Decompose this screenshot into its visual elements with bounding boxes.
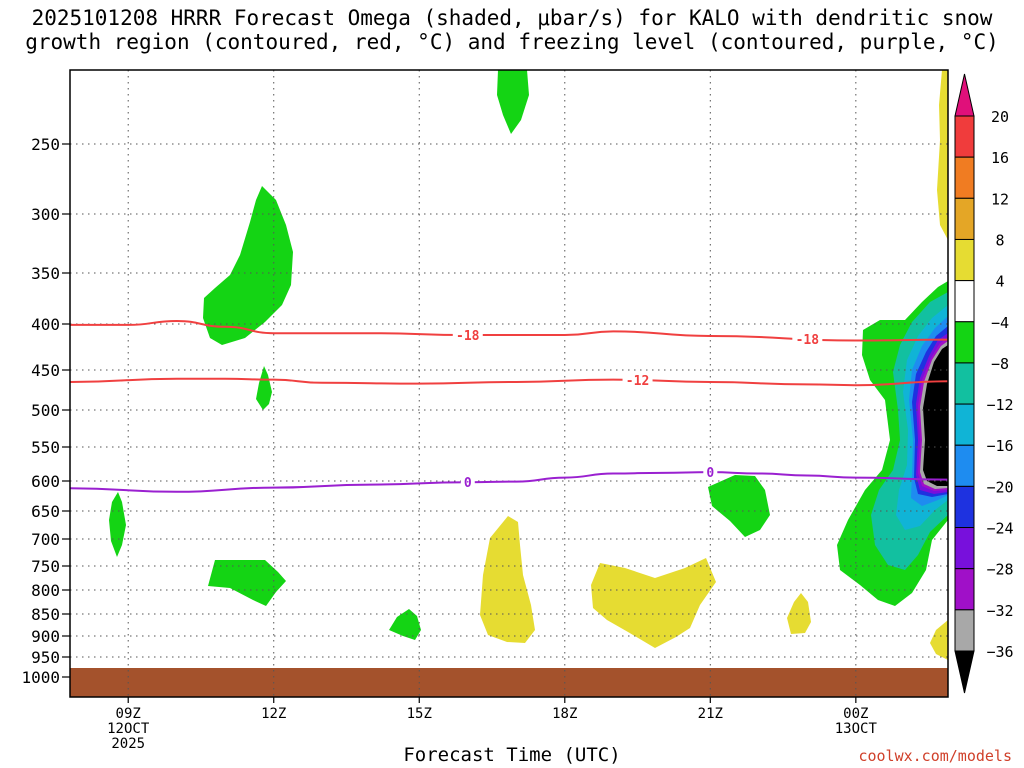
colorbar-bin <box>954 197 975 240</box>
contour-label-bg <box>460 474 475 491</box>
colorbar-bin <box>954 238 975 282</box>
sinking-motion-region <box>930 620 948 660</box>
colorbar-tick-label: −32 <box>986 602 1013 620</box>
y-tick-label: 600 <box>31 472 60 491</box>
x-tick-label: 00Z <box>843 706 868 722</box>
colorbar-tick-label: 8 <box>995 231 1004 249</box>
y-tick-label: 300 <box>31 205 60 224</box>
plot-frame <box>69 69 949 698</box>
y-tick-label: 700 <box>31 530 60 549</box>
contour-line <box>69 471 949 493</box>
colorbar-tick-label: 12 <box>991 190 1009 208</box>
y-tick-label: 500 <box>31 401 60 420</box>
sinking-motion-region <box>591 558 716 648</box>
contour-line <box>69 377 949 387</box>
upward-motion-region <box>109 492 126 557</box>
colorbar: 20 16 12 8 4 −4 −8 −12 −16 −20 −24 −28 −32 −36 <box>954 73 1014 694</box>
y-tick-label: 750 <box>31 557 60 576</box>
colorbar-tick-label: −16 <box>986 437 1013 455</box>
contour-label-bg <box>622 372 653 389</box>
contour-label: -12 <box>626 374 649 389</box>
contour-label-bg <box>703 464 718 481</box>
colorbar-bin <box>954 568 975 611</box>
colorbar-bin <box>954 115 975 158</box>
colorbar-bin <box>954 485 975 529</box>
upward-motion-region <box>203 186 293 345</box>
colorbar-tick-label: −20 <box>986 478 1013 496</box>
y-tick-label: 350 <box>31 264 60 283</box>
colorbar-bin <box>954 403 975 446</box>
x-tick-label: 2025 <box>111 736 145 752</box>
sinking-motion-region <box>787 593 811 634</box>
y-tick-label: 850 <box>31 605 60 624</box>
colorbar-tick-label: 4 <box>995 273 1004 291</box>
colorbar-tick-label: 16 <box>991 149 1009 167</box>
colorbar-top-arrow <box>954 73 975 117</box>
upward-motion-region <box>208 560 286 606</box>
colorbar-bin <box>954 609 975 652</box>
y-tick-label: 400 <box>31 315 60 334</box>
colorbar-bin <box>954 527 975 570</box>
sinking-motion-region <box>480 516 535 643</box>
contour-label: 0 <box>706 466 714 481</box>
surface-ground <box>70 668 948 697</box>
colorbar-bin <box>954 362 975 405</box>
grid <box>70 70 948 697</box>
x-tick-label: 18Z <box>552 706 577 722</box>
contour-label: -18 <box>796 333 820 348</box>
x-axis-title: Forecast Time (UTC) <box>403 744 621 766</box>
title-line-2: growth region (contoured, red, °C) and f… <box>25 30 999 54</box>
contour-label: 0 <box>464 476 472 491</box>
x-tick-label: 09Z <box>116 706 141 722</box>
colorbar-bin <box>954 321 975 364</box>
y-tick-label: 950 <box>31 648 60 667</box>
colorbar-tick-label: −28 <box>986 561 1013 579</box>
colorbar-bin <box>954 156 975 199</box>
colorbar-tick-label: −36 <box>986 643 1013 661</box>
omega-shaded-field <box>70 70 948 697</box>
upward-motion-region <box>256 366 272 410</box>
credit-text: coolwx.com/models <box>858 747 1012 765</box>
contour-label-bg <box>452 327 483 344</box>
colorbar-bin <box>954 444 975 487</box>
upward-motion-region <box>389 609 421 640</box>
colorbar-tick-label: −4 <box>991 314 1009 332</box>
y-tick-label: 550 <box>31 438 60 457</box>
x-tick-label: 21Z <box>698 706 723 722</box>
colorbar-bottom-arrow <box>954 650 975 694</box>
y-tick-label: 800 <box>31 581 60 600</box>
title-line-1: 2025101208 HRRR Forecast Omega (shaded, … <box>31 6 993 30</box>
contour-label-bg <box>792 331 823 348</box>
colorbar-tick-label: 20 <box>991 108 1009 126</box>
y-tick-label: 1000 <box>21 668 60 687</box>
y-tick-label: 650 <box>31 502 60 521</box>
x-tick-label: 12OCT <box>107 721 150 737</box>
x-tick-label: 15Z <box>407 706 432 722</box>
contour-label: -18 <box>456 329 480 344</box>
colorbar-tick-label: −12 <box>986 396 1013 414</box>
upward-motion-region <box>497 70 529 134</box>
x-tick-label: 12Z <box>261 706 286 722</box>
sinking-motion-region <box>937 70 948 240</box>
y-axis: 250 300 350 400 450 500 550 600 650 700 750 800 850 9… <box>21 135 70 687</box>
y-tick-label: 450 <box>31 361 60 380</box>
chart-title: 2025101208 HRRR Forecast Omega (shaded, … <box>0 6 1024 54</box>
colorbar-tick-label: −8 <box>991 355 1009 373</box>
x-tick-label: 13OCT <box>835 721 878 737</box>
upward-motion-region <box>708 475 770 537</box>
temperature-contours: -18 -18 -12 0 0 <box>69 319 949 493</box>
colorbar-bin <box>954 280 975 323</box>
colorbar-tick-label: −24 <box>986 520 1013 538</box>
y-tick-label: 250 <box>31 135 60 154</box>
y-tick-label: 900 <box>31 627 60 646</box>
